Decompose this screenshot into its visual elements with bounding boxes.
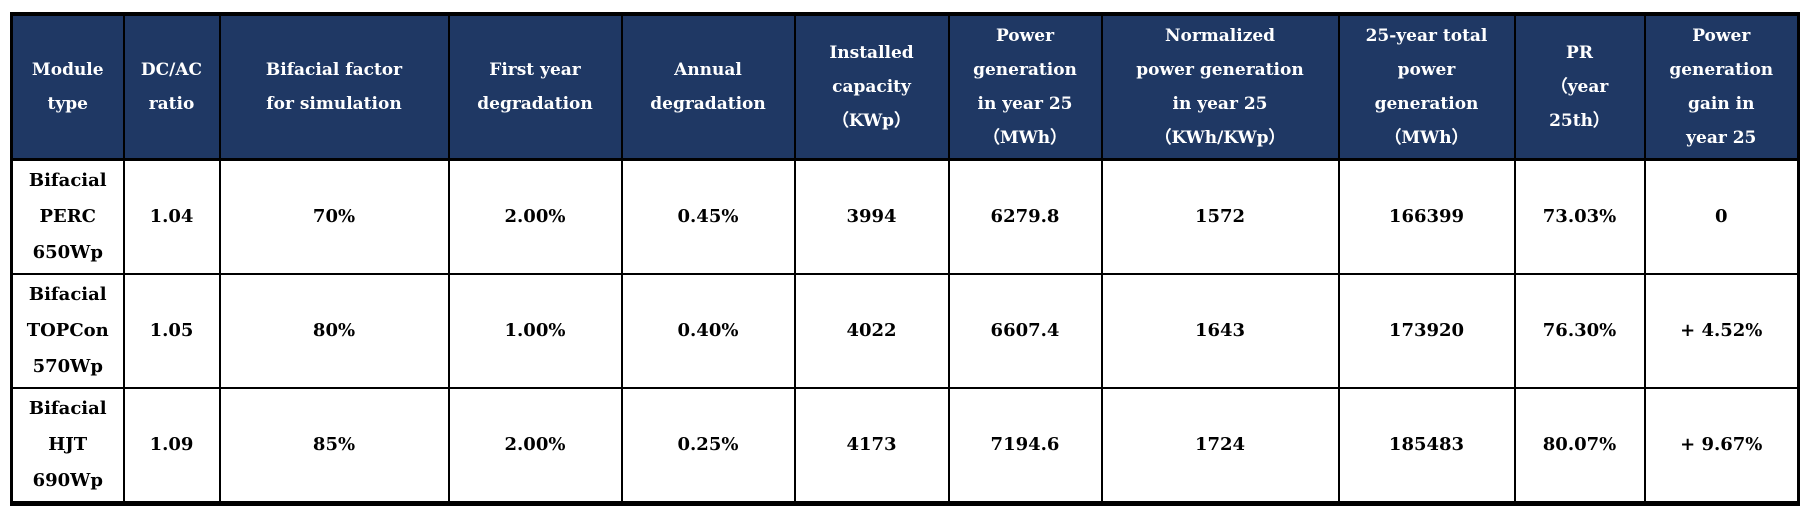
cell-first-year-degradation: 2.00% [447, 386, 623, 504]
cell-dc-ac-ratio: 1.05 [122, 272, 221, 389]
cell-power-generation-year25: 6279.8 [947, 158, 1103, 275]
header-row: Module type DC/AC ratio Bifacial factor … [10, 13, 1800, 161]
header-power-generation-gain: Power generation gain in year 25 [1643, 13, 1800, 161]
cell-25year-total-generation: 185483 [1337, 386, 1516, 504]
cell-power-generation-year25: 7194.6 [947, 386, 1103, 504]
cell-first-year-degradation: 2.00% [447, 158, 623, 275]
cell-dc-ac-ratio: 1.09 [122, 386, 221, 504]
cell-module-type: Bifacial TOPCon 570Wp [10, 272, 125, 389]
cell-25year-total-generation: 173920 [1337, 272, 1516, 389]
cell-bifacial-factor: 85% [218, 386, 450, 504]
cell-module-type: Bifacial PERC 650Wp [10, 158, 125, 275]
table-row-bifacial-hjt: Bifacial HJT 690Wp 1.09 85% 2.00% 0.25% … [10, 386, 1800, 504]
cell-pr-year25: 73.03% [1513, 158, 1646, 275]
cell-power-generation-year25: 6607.4 [947, 272, 1103, 389]
cell-power-generation-gain: + 9.67% [1643, 386, 1800, 504]
cell-annual-degradation: 0.40% [620, 272, 796, 389]
table-row-bifacial-topcon: Bifacial TOPCon 570Wp 1.05 80% 1.00% 0.4… [10, 272, 1800, 389]
table-body: Bifacial PERC 650Wp 1.04 70% 2.00% 0.45%… [10, 158, 1800, 504]
header-dc-ac-ratio: DC/AC ratio [122, 13, 221, 161]
cell-power-generation-gain: 0 [1643, 158, 1800, 275]
pv-module-comparison-table: Module type DC/AC ratio Bifacial factor … [10, 12, 1800, 506]
cell-installed-capacity: 4022 [793, 272, 950, 389]
header-normalized-power-generation: Normalized power generation in year 25 （… [1100, 13, 1340, 161]
table-header: Module type DC/AC ratio Bifacial factor … [10, 13, 1800, 161]
cell-power-generation-gain: + 4.52% [1643, 272, 1800, 389]
cell-normalized-power-generation: 1643 [1100, 272, 1340, 389]
header-25year-total-generation: 25-year total power generation （MWh） [1337, 13, 1516, 161]
header-bifacial-factor: Bifacial factor for simulation [218, 13, 450, 161]
cell-first-year-degradation: 1.00% [447, 272, 623, 389]
cell-pr-year25: 76.30% [1513, 272, 1646, 389]
cell-bifacial-factor: 70% [218, 158, 450, 275]
cell-installed-capacity: 4173 [793, 386, 950, 504]
cell-annual-degradation: 0.45% [620, 158, 796, 275]
cell-bifacial-factor: 80% [218, 272, 450, 389]
header-power-generation-year25: Power generation in year 25 （MWh） [947, 13, 1103, 161]
cell-normalized-power-generation: 1724 [1100, 386, 1340, 504]
cell-dc-ac-ratio: 1.04 [122, 158, 221, 275]
header-pr-year25: PR （year 25th） [1513, 13, 1646, 161]
cell-25year-total-generation: 166399 [1337, 158, 1516, 275]
header-installed-capacity: Installed capacity （KWp） [793, 13, 950, 161]
cell-pr-year25: 80.07% [1513, 386, 1646, 504]
table-row-bifacial-perc: Bifacial PERC 650Wp 1.04 70% 2.00% 0.45%… [10, 158, 1800, 275]
cell-annual-degradation: 0.25% [620, 386, 796, 504]
cell-normalized-power-generation: 1572 [1100, 158, 1340, 275]
header-first-year-degradation: First year degradation [447, 13, 623, 161]
cell-module-type: Bifacial HJT 690Wp [10, 386, 125, 504]
cell-installed-capacity: 3994 [793, 158, 950, 275]
header-module-type: Module type [10, 13, 125, 161]
header-annual-degradation: Annual degradation [620, 13, 796, 161]
